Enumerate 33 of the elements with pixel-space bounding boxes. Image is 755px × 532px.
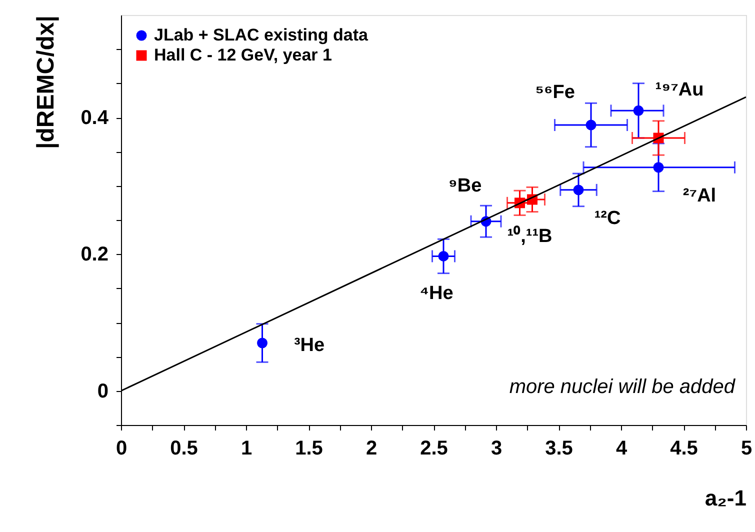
annotation: ⁴He	[420, 283, 454, 304]
annotation: ²⁷Al	[682, 185, 716, 206]
x-tick-label: 4	[616, 438, 628, 460]
legend-label: JLab + SLAC existing data	[154, 26, 369, 44]
annotation: ¹⁹⁷Au	[655, 80, 704, 101]
annotation: ⁹Be	[448, 175, 482, 196]
x-tick-label: 1	[240, 438, 252, 460]
x-axis-title: a₂-1	[704, 486, 746, 510]
x-tick-label: 2	[366, 438, 378, 460]
annotation: more nuclei will be added	[509, 376, 736, 398]
point	[573, 184, 584, 196]
annotation: ¹²C	[594, 208, 621, 229]
x-tick-label: 4.5	[670, 438, 698, 460]
x-tick-label: 2.5	[420, 438, 448, 460]
y-axis-title: |dREMC/dx|	[32, 16, 60, 149]
x-tick-label: 3.5	[545, 438, 573, 460]
x-tick-label: 1.5	[295, 438, 323, 460]
x-tick-label: 0	[116, 438, 128, 460]
point	[653, 162, 664, 173]
annotation: ¹⁰,¹¹B	[507, 224, 552, 247]
x-tick-label: 3	[490, 438, 502, 460]
x-tick-label: 5	[740, 438, 752, 460]
annotation: ⁵⁶Fe	[535, 82, 575, 104]
x-tick-label: 0.5	[170, 438, 198, 460]
y-tick-label: 0	[97, 380, 108, 402]
legend-label: Hall C - 12 GeV, year 1	[154, 46, 332, 64]
point	[257, 338, 268, 348]
point	[438, 250, 449, 262]
y-tick-label: 0.4	[80, 107, 110, 129]
annotation: ³He	[294, 335, 325, 356]
y-tick-label: 0.2	[80, 244, 108, 266]
point	[586, 120, 596, 130]
point	[633, 105, 644, 116]
